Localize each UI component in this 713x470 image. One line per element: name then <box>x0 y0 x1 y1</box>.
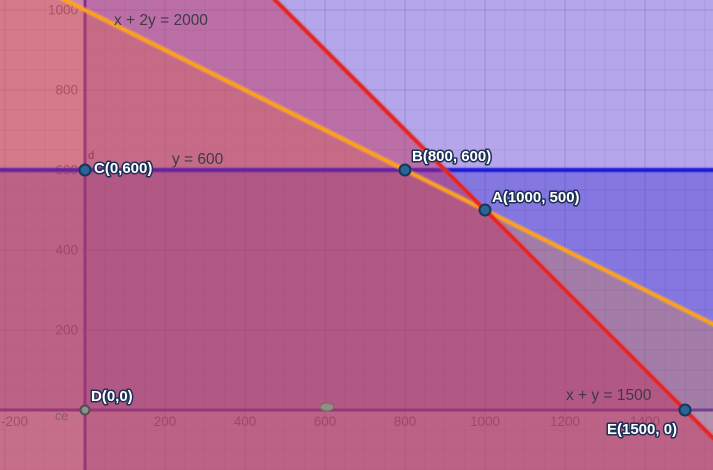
y-tick-label: 800 <box>55 83 78 98</box>
y-tick-label: 200 <box>55 323 78 338</box>
point-E[interactable] <box>678 403 692 417</box>
x-tick-label: 1400 <box>630 414 660 429</box>
point-label-D: D(0,0) <box>91 388 133 405</box>
point-label-B: B(800, 600) <box>412 148 491 165</box>
point-label-C: C(0,600) <box>94 160 152 177</box>
x-tick-label: 200 <box>154 414 177 429</box>
x-tick-label: 1200 <box>550 414 580 429</box>
slider-dot[interactable] <box>319 402 335 412</box>
region-fill-y-le-600 <box>0 170 713 470</box>
point-label-E: E(1500, 0) <box>607 421 677 438</box>
point-A[interactable] <box>478 203 492 217</box>
y-tick-label: 400 <box>55 243 78 258</box>
region-fill-y-ge-0 <box>0 0 713 410</box>
point-label-A: A(1000, 500) <box>492 189 580 206</box>
equation-label-blue-line: y = 600 <box>172 151 224 168</box>
x-tick-label: 400 <box>234 414 257 429</box>
x-tick-label: 800 <box>394 414 417 429</box>
region-fill-x-ge-0 <box>85 0 713 470</box>
y-tick-label: 1000 <box>48 3 78 18</box>
x-tick-label: 600 <box>314 414 337 429</box>
origin-artifact-text: ce <box>55 409 68 423</box>
equation-label-red-line: x + y = 1500 <box>566 387 652 404</box>
equation-label-orange-line: x + 2y = 2000 <box>114 12 208 29</box>
point-C[interactable] <box>78 163 92 177</box>
orange-line[interactable] <box>0 0 713 326</box>
point-D[interactable] <box>79 404 91 416</box>
red-line[interactable] <box>0 0 713 442</box>
x-tick-label: -200 <box>1 414 28 429</box>
point-B[interactable] <box>398 163 412 177</box>
cursor-mark: d <box>88 150 94 162</box>
x-tick-label: 1000 <box>470 414 500 429</box>
